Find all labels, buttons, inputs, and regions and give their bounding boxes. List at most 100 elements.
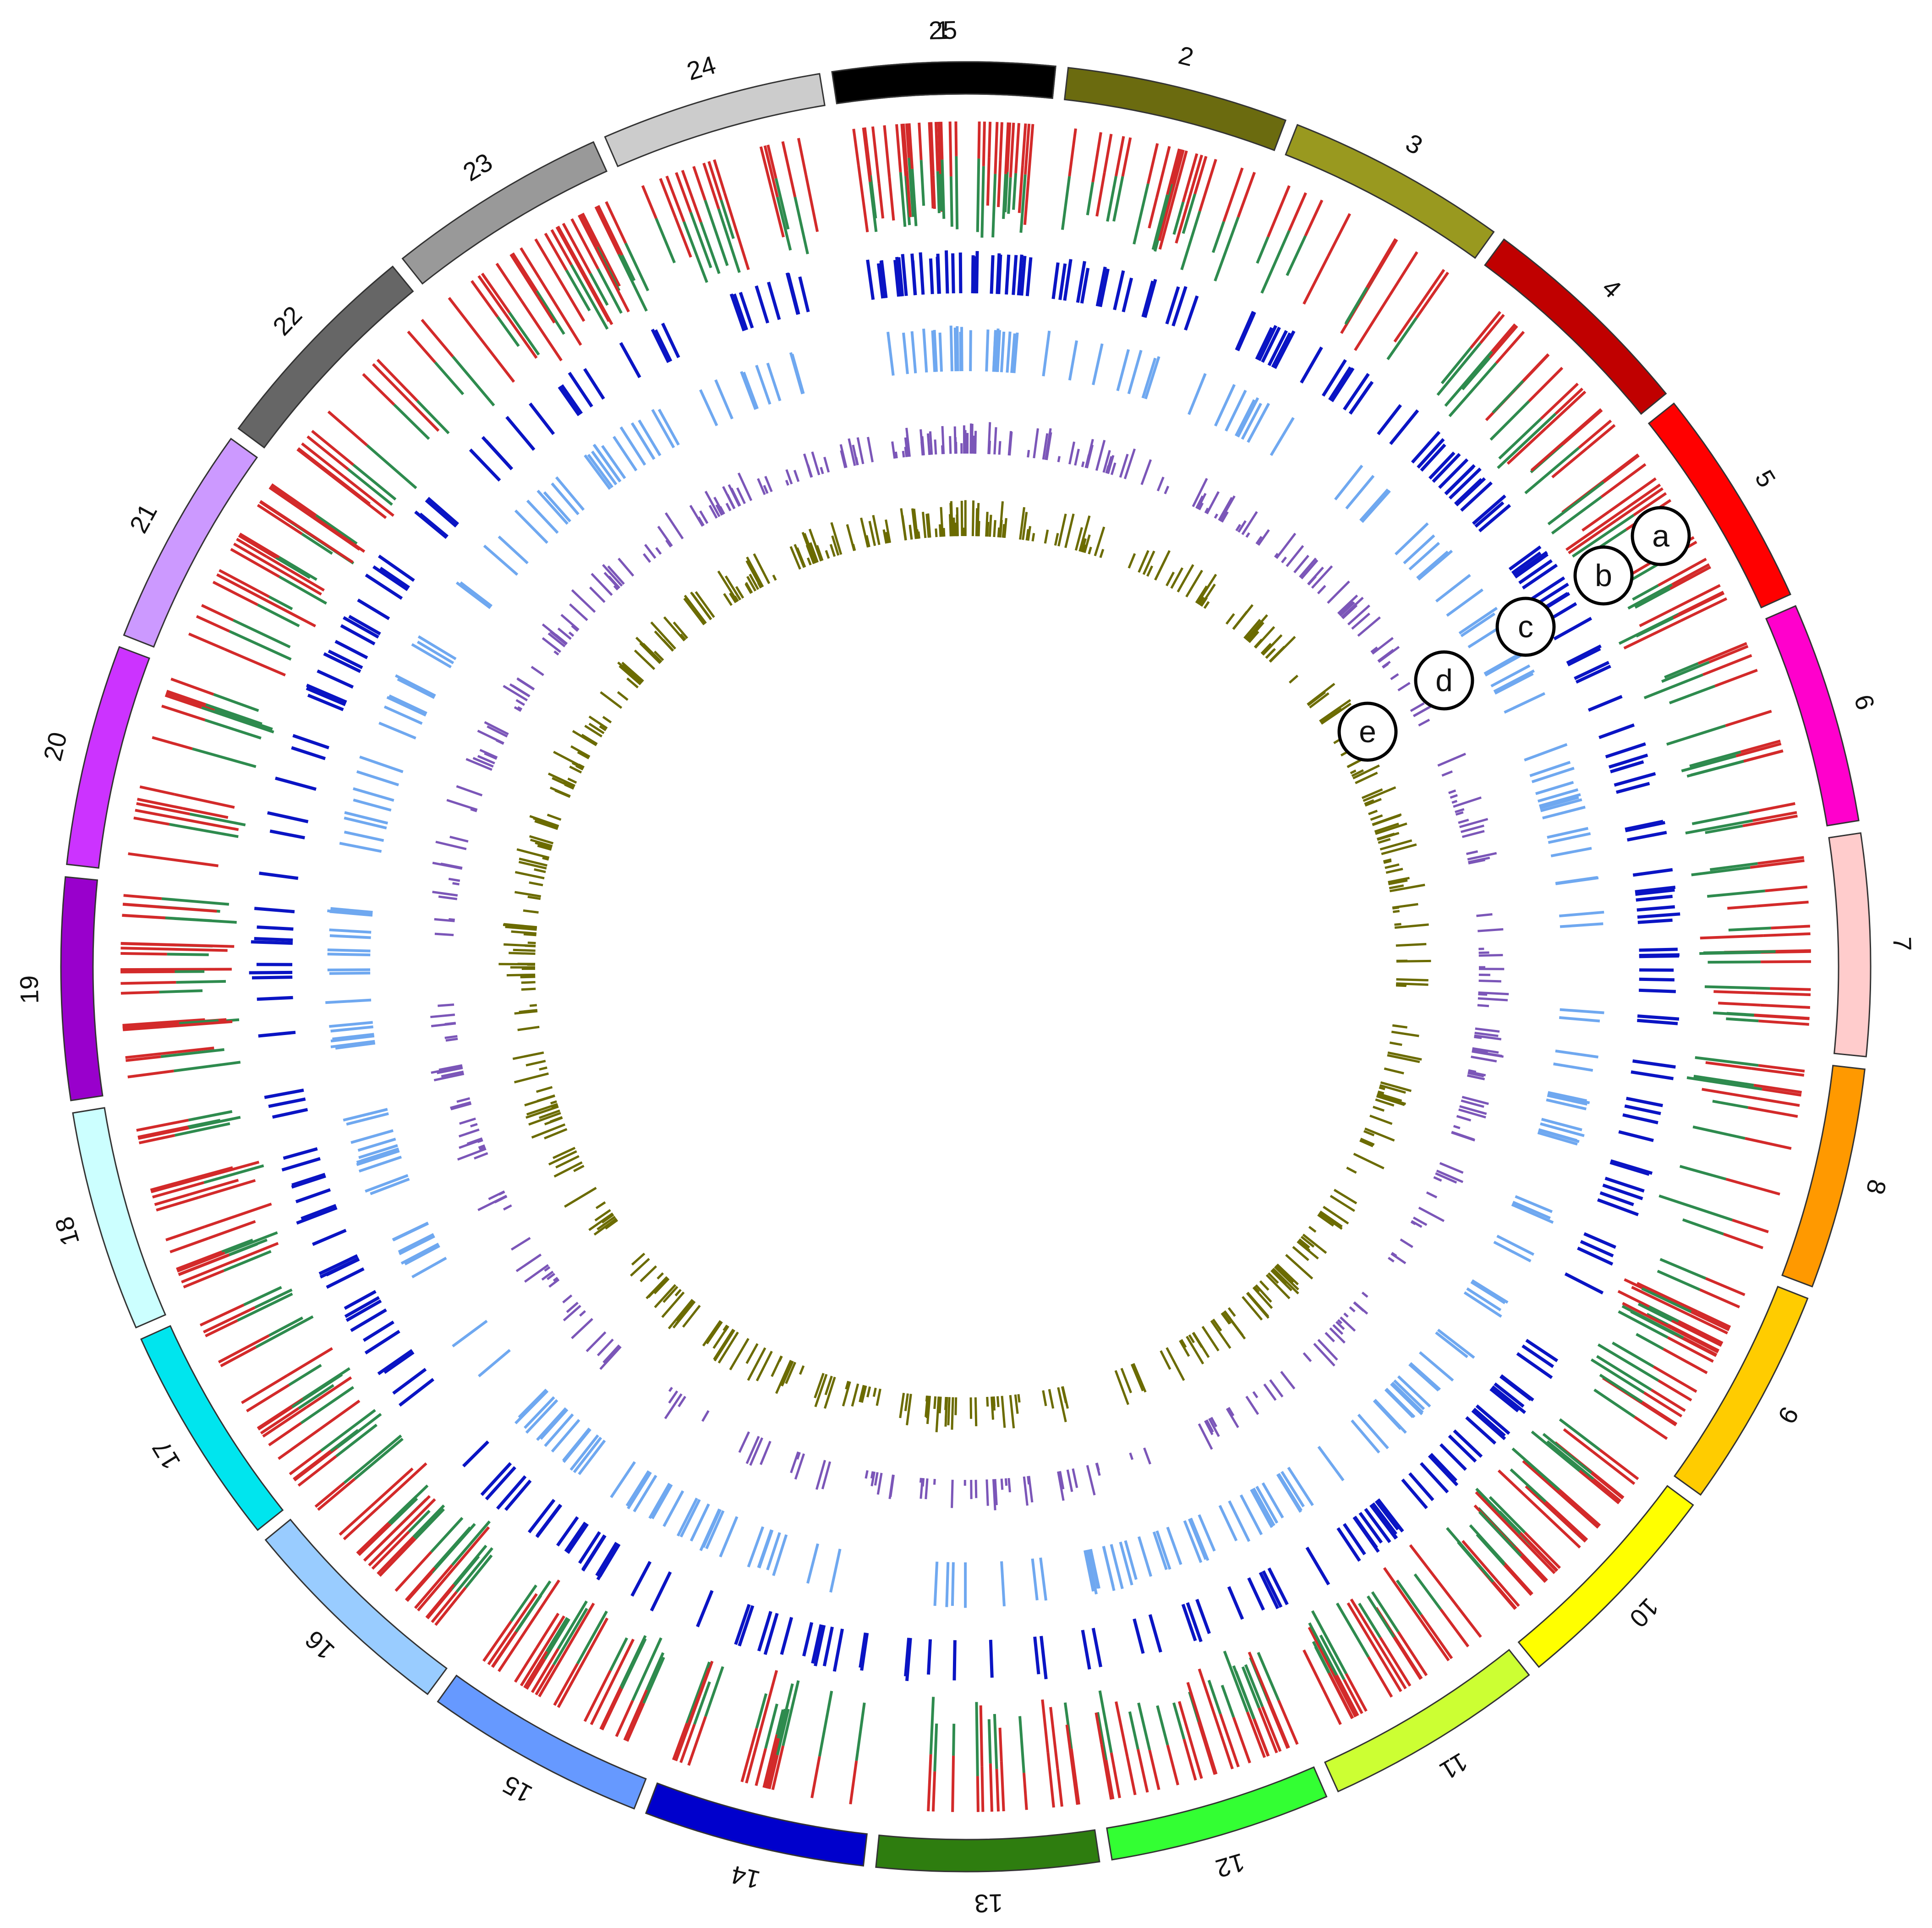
track-a-mark: [895, 124, 902, 173]
track-e-mark: [1352, 764, 1380, 779]
track-b-mark: [317, 669, 354, 689]
track-a-mark: [918, 122, 923, 160]
track-d-mark: [1477, 1004, 1489, 1008]
track-d-mark: [459, 1117, 476, 1125]
track-a-mark: [852, 128, 860, 166]
track-a-mark: [520, 247, 541, 279]
track-a-mark: [357, 1523, 392, 1556]
track-b-mark: [1417, 438, 1445, 469]
track-b-mark: [780, 1617, 794, 1655]
track-b-mark: [1516, 1352, 1553, 1379]
track-e-mark: [1196, 574, 1217, 604]
track-e-mark: [533, 817, 559, 828]
track-a-mark: [597, 268, 623, 314]
track-d-mark: [1214, 513, 1219, 519]
track-b-mark: [379, 566, 410, 589]
track-d-mark: [1210, 1417, 1218, 1428]
track-a-mark: [1241, 1666, 1260, 1709]
track-e-mark: [1262, 634, 1283, 656]
track-e-mark: [653, 1277, 670, 1294]
chromosome-block-9: [1673, 1286, 1809, 1496]
track-d-mark: [1208, 1418, 1220, 1437]
track-a-mark: [1732, 1218, 1769, 1233]
track-c-mark: [996, 330, 1002, 372]
chromosome-label-25: 25: [928, 15, 958, 45]
track-d-mark: [1007, 1478, 1011, 1493]
track-b-mark: [811, 1624, 823, 1664]
track-c-mark: [619, 426, 646, 466]
track-e-mark: [654, 630, 674, 652]
track-d-mark: [479, 1146, 486, 1151]
track-b-mark: [1599, 1191, 1634, 1206]
track-d-mark: [796, 1451, 801, 1460]
track-b-mark: [1080, 268, 1090, 304]
track-a-mark: [150, 1177, 200, 1194]
track-b-mark: [1271, 332, 1292, 368]
track-b-mark: [564, 1522, 587, 1553]
track-e-mark: [1130, 1364, 1144, 1391]
track-b-mark: [1499, 1375, 1532, 1401]
track-d-mark: [607, 565, 625, 585]
track-e-mark: [794, 544, 805, 568]
track-d-mark: [602, 1344, 620, 1364]
track-a-mark: [1763, 932, 1811, 937]
track-e-mark: [1272, 1268, 1299, 1295]
track-c-mark: [1394, 522, 1429, 556]
track-d-mark: [1461, 1099, 1484, 1108]
track-d-mark: [618, 558, 635, 577]
track-a-mark: [1440, 347, 1472, 384]
track-d-mark: [1461, 830, 1485, 838]
track-c-mark: [1393, 1379, 1425, 1410]
chromosome-label-6: 6: [1849, 691, 1880, 713]
track-a-mark: [805, 175, 819, 232]
track-a-mark: [1126, 1756, 1137, 1796]
track-a-mark: [317, 1478, 356, 1511]
track-c-mark: [555, 476, 585, 511]
track-a-mark: [544, 232, 568, 271]
track-b-mark: [251, 940, 293, 945]
track-c-mark: [330, 1025, 373, 1033]
track-letter-c: c: [1518, 609, 1533, 644]
track-a-mark: [1599, 1448, 1639, 1480]
track-b-mark: [1637, 1019, 1678, 1025]
track-a-mark: [1019, 174, 1027, 233]
track-e-mark: [1078, 515, 1091, 552]
track-e-mark: [509, 952, 536, 955]
track-b-mark: [1609, 1161, 1650, 1176]
track-b-mark: [1472, 494, 1506, 525]
track-a-mark: [1636, 1333, 1664, 1351]
track-e-mark: [1142, 550, 1155, 575]
track-e-mark: [529, 881, 543, 887]
track-a-mark: [213, 693, 259, 712]
track-d-mark: [726, 493, 736, 509]
track-b-mark: [365, 573, 403, 600]
track-a-mark: [1671, 584, 1721, 611]
track-a-mark: [248, 590, 316, 628]
track-e-mark: [569, 765, 582, 774]
track-c-mark: [370, 1178, 410, 1195]
track-e-mark: [876, 1388, 881, 1406]
track-a-mark: [1679, 1165, 1727, 1181]
track-a-mark: [371, 1531, 410, 1570]
track-a-mark: [987, 121, 992, 158]
track-a-mark: [557, 1667, 581, 1708]
track-e-mark: [1285, 1254, 1314, 1280]
track-c-mark: [1531, 767, 1575, 783]
track-d-mark: [509, 683, 531, 698]
track-e-mark: [555, 1155, 580, 1169]
track-b-mark: [326, 1267, 365, 1289]
track-a-mark: [534, 238, 556, 272]
track-a-mark: [1495, 331, 1525, 364]
track-c-mark: [1535, 781, 1574, 795]
track-d-mark: [1317, 1339, 1338, 1361]
track-d-mark: [1156, 477, 1165, 492]
track-b-mark: [1580, 1240, 1614, 1258]
track-e-mark: [808, 528, 822, 562]
track-a-mark: [1639, 608, 1673, 627]
track-b-mark: [1518, 559, 1553, 585]
track-d-mark: [1317, 585, 1326, 595]
track-d-mark: [1467, 1072, 1484, 1078]
track-c-mark: [945, 1562, 950, 1607]
track-e-mark: [1364, 1127, 1395, 1142]
track-a-mark: [1110, 1752, 1121, 1798]
